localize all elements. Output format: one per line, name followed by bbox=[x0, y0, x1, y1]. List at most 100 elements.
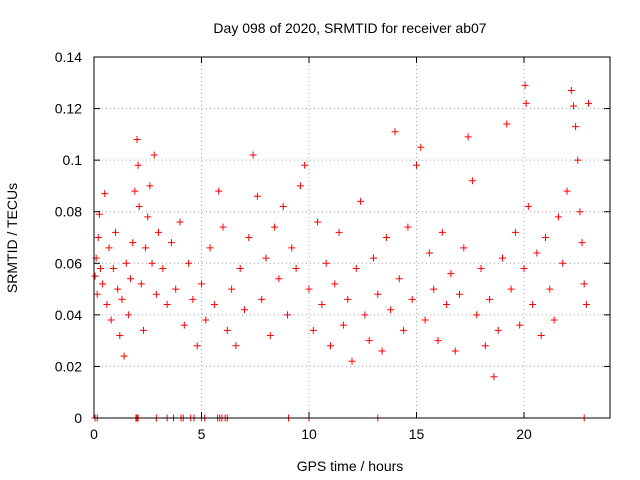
data-point bbox=[152, 290, 160, 298]
data-point bbox=[576, 208, 584, 216]
data-point bbox=[378, 347, 386, 355]
data-point bbox=[215, 187, 223, 195]
data-point bbox=[473, 311, 481, 319]
data-point bbox=[580, 280, 588, 288]
data-point bbox=[434, 337, 442, 345]
data-point bbox=[124, 311, 132, 319]
data-point bbox=[537, 331, 545, 339]
y-tick-label: 0.1 bbox=[63, 152, 83, 168]
data-point bbox=[127, 275, 135, 283]
data-point bbox=[137, 280, 145, 288]
data-point bbox=[219, 223, 227, 231]
data-point bbox=[563, 187, 571, 195]
data-point bbox=[567, 87, 575, 95]
data-point bbox=[292, 264, 300, 272]
y-tick-label: 0.12 bbox=[55, 101, 82, 117]
data-point bbox=[116, 331, 124, 339]
data-point bbox=[129, 239, 137, 247]
data-point bbox=[241, 306, 248, 314]
data-point bbox=[533, 249, 541, 257]
data-point bbox=[262, 254, 270, 262]
data-point bbox=[322, 259, 330, 267]
data-point bbox=[99, 280, 107, 288]
data-point bbox=[279, 203, 287, 211]
grid bbox=[94, 57, 610, 418]
data-point bbox=[210, 301, 218, 309]
data-point bbox=[120, 352, 128, 360]
data-point bbox=[481, 342, 489, 350]
data-point bbox=[232, 342, 240, 350]
data-point bbox=[176, 218, 184, 226]
data-point bbox=[438, 228, 446, 236]
data-point bbox=[142, 244, 150, 252]
data-point bbox=[499, 254, 506, 262]
data-point bbox=[550, 316, 558, 324]
y-tick-label: 0.02 bbox=[55, 358, 82, 374]
data-point bbox=[516, 321, 524, 329]
data-point bbox=[148, 259, 156, 267]
data-point bbox=[271, 223, 279, 231]
data-point bbox=[554, 213, 562, 221]
data-point bbox=[331, 280, 339, 288]
data-point bbox=[228, 285, 236, 293]
data-point bbox=[122, 259, 130, 267]
data-point bbox=[425, 249, 433, 257]
data-point bbox=[245, 234, 253, 241]
data-point bbox=[585, 99, 592, 107]
data-point bbox=[134, 161, 142, 169]
data-point bbox=[258, 295, 266, 303]
data-point bbox=[206, 244, 214, 252]
data-point bbox=[365, 337, 373, 345]
y-tick-label: 0.14 bbox=[55, 49, 82, 65]
data-point bbox=[464, 133, 472, 141]
data-point bbox=[569, 102, 577, 110]
data-point bbox=[374, 290, 382, 298]
axis-ticks bbox=[93, 56, 610, 419]
x-tick-labels: 0 5 10 15 20 bbox=[90, 426, 532, 442]
data-point bbox=[511, 228, 519, 236]
data-point bbox=[163, 301, 171, 309]
data-point bbox=[109, 264, 117, 272]
data-point bbox=[451, 347, 459, 355]
data-point bbox=[155, 228, 162, 236]
data-point bbox=[131, 187, 139, 195]
data-point bbox=[578, 239, 586, 247]
data-point bbox=[522, 99, 530, 107]
y-tick-labels: 0 0.02 0.04 0.06 0.08 0.1 0.12 0.14 bbox=[55, 49, 82, 426]
data-point bbox=[112, 228, 119, 236]
data-point bbox=[309, 326, 317, 334]
data-point bbox=[387, 306, 395, 314]
data-point bbox=[524, 203, 532, 211]
x-tick-label: 10 bbox=[301, 426, 317, 442]
x-tick-label: 0 bbox=[90, 426, 98, 442]
data-point bbox=[91, 272, 99, 280]
data-point bbox=[114, 285, 122, 293]
data-point bbox=[520, 264, 528, 272]
data-point bbox=[357, 197, 365, 205]
data-point bbox=[417, 143, 425, 151]
data-point bbox=[139, 326, 147, 334]
data-point bbox=[101, 190, 109, 198]
data-point bbox=[546, 285, 554, 293]
data-point bbox=[301, 161, 309, 169]
data-point bbox=[135, 203, 143, 211]
data-point bbox=[118, 295, 126, 303]
data-point bbox=[249, 151, 257, 159]
data-point bbox=[503, 120, 511, 128]
data-point bbox=[559, 259, 567, 267]
data-point bbox=[198, 280, 205, 288]
data-point bbox=[361, 311, 369, 319]
data-point bbox=[456, 290, 463, 298]
data-point bbox=[296, 182, 304, 190]
y-tick-label: 0.08 bbox=[55, 204, 82, 220]
data-point bbox=[413, 161, 420, 169]
data-point bbox=[150, 151, 158, 159]
data-points bbox=[91, 81, 592, 422]
data-point bbox=[490, 373, 498, 381]
data-point bbox=[382, 234, 390, 241]
y-tick-label: 0 bbox=[74, 410, 82, 426]
data-point bbox=[223, 326, 231, 334]
data-point bbox=[582, 301, 590, 309]
data-point bbox=[344, 295, 352, 303]
